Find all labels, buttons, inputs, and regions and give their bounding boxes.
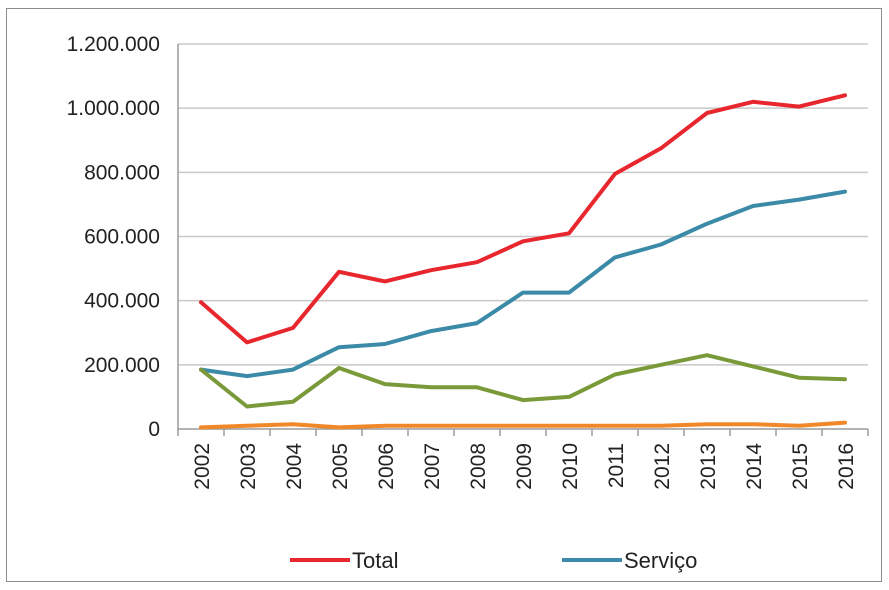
x-tick-label: 2016 — [835, 443, 858, 490]
y-tick-label: 1.200.000 — [67, 33, 160, 56]
x-tick-label: 2015 — [789, 443, 812, 490]
y-tick-label: 200.000 — [84, 354, 160, 377]
x-tick-label: 2005 — [329, 443, 352, 490]
x-tick-label: 2008 — [467, 443, 490, 490]
series-line — [199, 353, 847, 409]
y-tick-label: 800.000 — [84, 161, 160, 184]
legend-label: Serviço — [624, 548, 697, 573]
x-tick-label: 2014 — [743, 443, 766, 490]
y-tick-label: 0 — [148, 418, 160, 441]
series-lines — [199, 93, 847, 430]
series-line — [199, 93, 847, 345]
axes — [177, 44, 869, 436]
y-tick-label: 600.000 — [84, 226, 160, 249]
x-axis-ticks: 2002 2003 2004 2005 2006 2007 2008 2009 2010 2011… — [191, 443, 858, 490]
series-line — [199, 420, 847, 430]
legend: Total Serviço — [290, 548, 697, 573]
y-tick-label: 1.000.000 — [67, 97, 160, 120]
legend-label: Total — [352, 548, 398, 573]
x-tick-label: 2009 — [513, 443, 536, 490]
x-tick-label: 2006 — [375, 443, 398, 490]
y-axis-ticks: 0 200.000 400.000 600.000 800.000 1.000.000 1.… — [67, 33, 160, 441]
x-tick-label: 2010 — [559, 443, 582, 490]
x-tick-label: 2007 — [421, 443, 444, 490]
series-line — [199, 189, 847, 379]
x-tick-label: 2004 — [283, 443, 306, 490]
x-tick-label: 2012 — [651, 443, 674, 490]
chart-frame — [6, 8, 882, 582]
x-tick-label: 2003 — [237, 443, 260, 490]
x-tick-label: 2013 — [697, 443, 720, 490]
y-tick-label: 400.000 — [84, 290, 160, 313]
x-tick-label: 2002 — [191, 443, 214, 490]
x-tick-label: 2011 — [605, 443, 628, 488]
